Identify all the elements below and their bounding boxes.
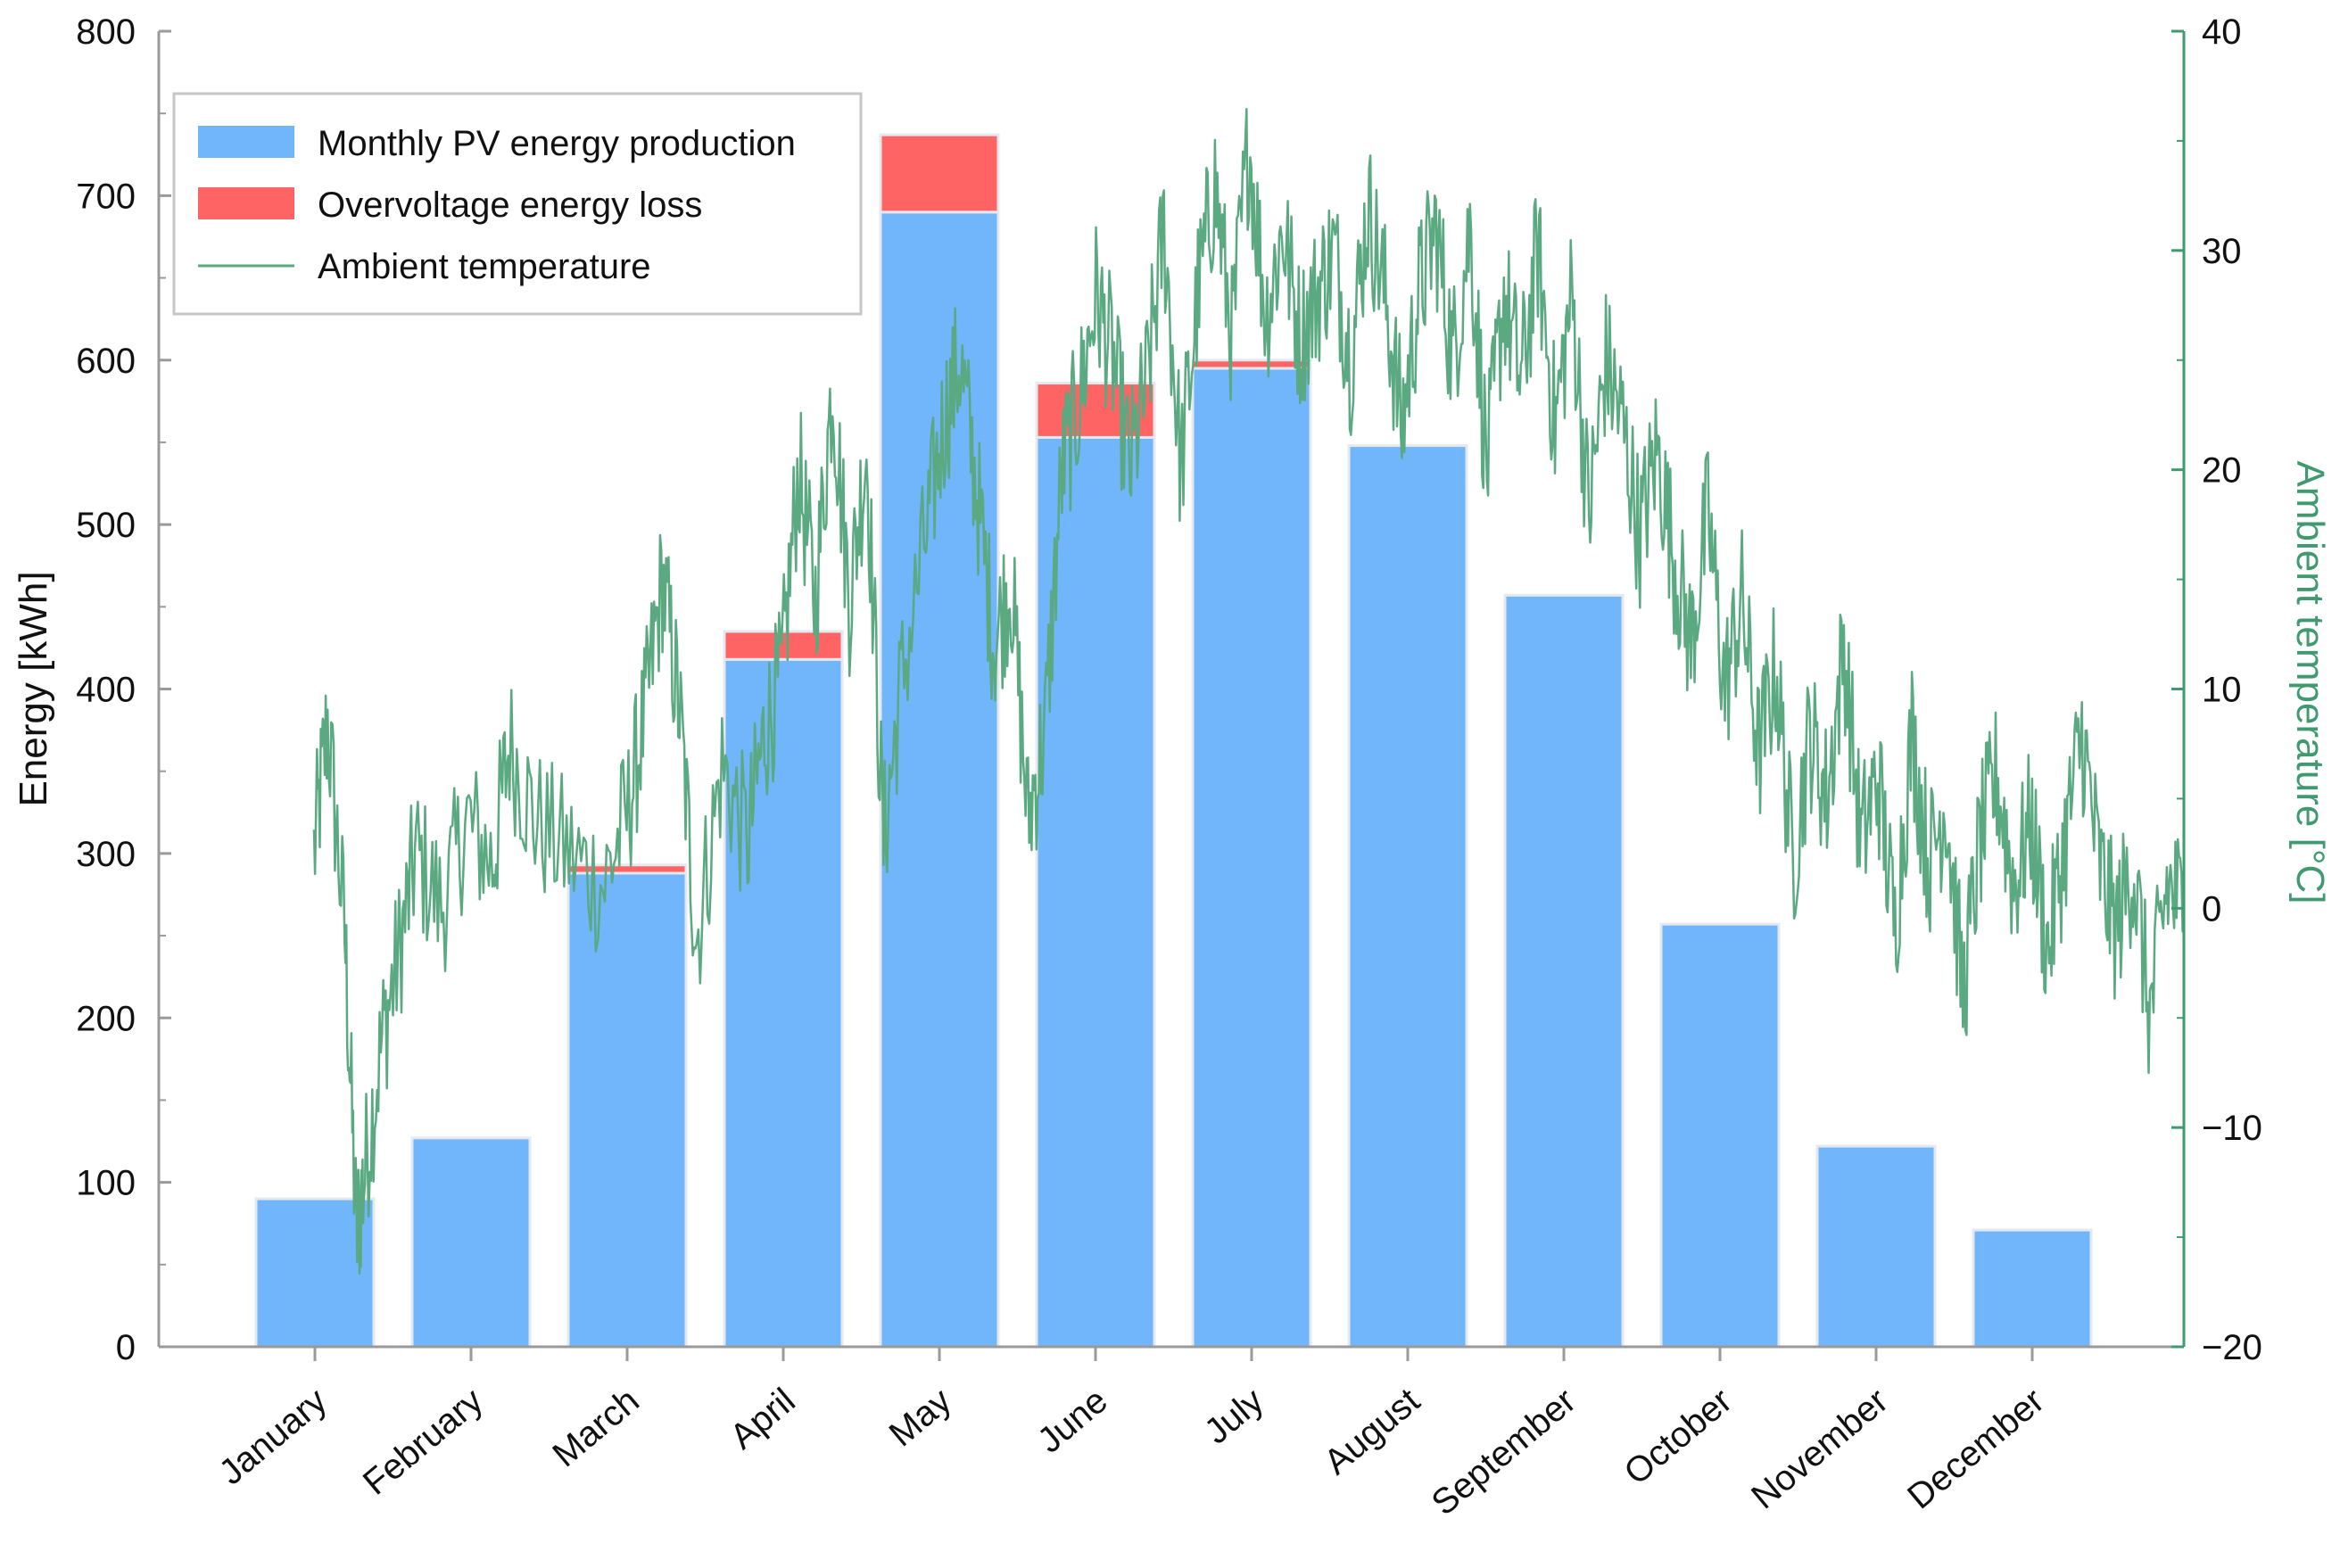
x-tick-label-august: August [1317,1381,1427,1482]
bar-production-february [410,1136,532,1349]
temperature-line-layer [312,107,2186,1275]
legend-label-loss: Overvoltage energy loss [318,186,702,225]
x-tick-label-may: May [882,1381,959,1454]
left-tick-label: 300 [76,835,136,874]
x-tick-label-february: February [356,1381,491,1503]
right-axis-title: Ambient temperature [°C] [2288,461,2332,904]
bar-layer [254,133,2093,1349]
bar-production-december [1972,1228,2093,1349]
left-tick-label: 400 [76,671,136,710]
bar-production-july [1191,367,1312,1349]
bar-production-march [566,871,688,1349]
x-tick-label-january: January [211,1381,334,1492]
x-tick-label-december: December [1900,1381,2052,1516]
right-tick-label: −10 [2202,1109,2262,1148]
x-tick-label-june: June [1030,1381,1115,1460]
x-tick-label-july: July [1197,1381,1271,1451]
legend-label-temperature: Ambient temperature [318,247,651,286]
left-tick-label: 800 [76,12,136,52]
right-tick-label: 10 [2202,671,2242,710]
legend-swatch-production [198,126,294,158]
left-axis-title: Energy [kWh] [12,571,55,806]
bar-production-august [1347,444,1468,1349]
left-tick-label: 500 [76,506,136,545]
bar-production-may [879,210,1000,1349]
x-tick-label-october: October [1617,1381,1739,1492]
x-tick-label-april: April [723,1381,803,1457]
left-tick-label: 700 [76,177,136,216]
bar-production-november [1815,1144,1937,1349]
right-tick-label: 30 [2202,232,2242,271]
right-tick-label: 0 [2202,889,2221,928]
bar-production-september [1503,593,1625,1349]
bar-loss-april [723,630,844,661]
x-tick-label-november: November [1744,1381,1896,1516]
bar-production-june [1035,435,1156,1349]
legend-label-production: Monthly PV energy production [318,124,796,163]
bar-production-october [1659,922,1781,1349]
x-tick-label-september: September [1425,1381,1583,1523]
temperature-line [312,107,2186,1275]
left-tick-label: 0 [116,1328,136,1367]
right-tick-label: −20 [2202,1328,2262,1367]
left-tick-label: 200 [76,999,136,1038]
legend-swatch-loss [198,187,294,219]
right-tick-label: 20 [2202,451,2242,491]
x-tick-label-march: March [545,1381,646,1474]
left-tick-label: 100 [76,1164,136,1203]
bar-loss-july [1191,359,1312,370]
right-tick-label: 40 [2202,12,2242,52]
bar-loss-may [879,133,1000,214]
left-tick-label: 600 [76,342,136,381]
bar-production-january [254,1197,376,1349]
legend: Monthly PV energy production Overvoltage… [172,92,863,316]
